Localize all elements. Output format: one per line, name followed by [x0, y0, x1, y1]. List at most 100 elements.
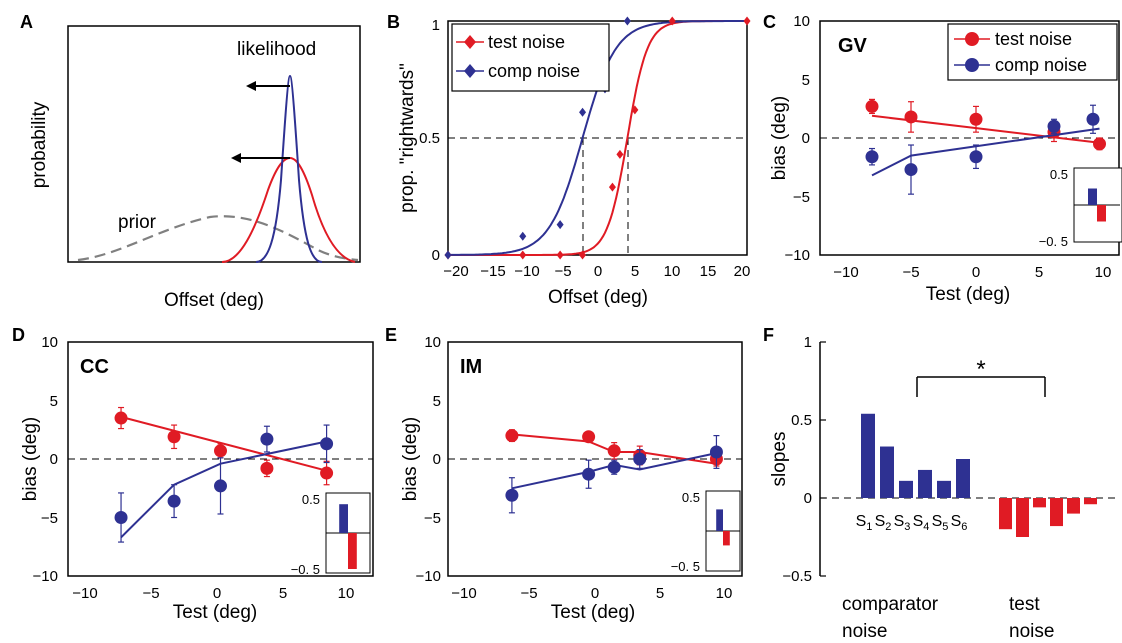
test-slope-bar	[1067, 498, 1080, 514]
test-noise-point	[631, 105, 639, 115]
e-xtick: −5	[520, 585, 537, 602]
b-ytick-05: 0.5	[419, 130, 440, 147]
comparator-slope-bar	[880, 446, 894, 498]
d-ytick-m10: −10	[33, 568, 58, 585]
panel-e: E IM 10 5 0 −5 −10 −10 −5 0 5 10 bias (d…	[385, 325, 743, 623]
inset-slope-bar	[348, 533, 357, 569]
panel-f: F 1 0.5 0 −0.5 slopes * S1 S2 S3 S4 S5 S…	[763, 325, 1119, 642]
comp-noise-point	[633, 452, 647, 466]
panel-b-xlabel: Offset (deg)	[548, 287, 648, 308]
subject-label-5: S5	[932, 513, 949, 533]
subject-label-3: S3	[894, 513, 911, 533]
e-ytick-m5: −5	[424, 510, 441, 527]
panel-d: D CC 10 5 0 −5 −10 −10 −5 0 5 10 bias (d…	[12, 325, 374, 623]
b-xtick-labels: −20 −15 −10 −5 0 5 10 15 20	[443, 263, 750, 280]
likelihood-label: likelihood	[237, 39, 316, 60]
comp-noise-point	[582, 467, 596, 481]
panel-c-legend: test noise comp noise	[947, 23, 1118, 81]
e-xtick: −10	[451, 585, 476, 602]
b-xtick: 0	[594, 263, 602, 280]
posterior-arrowhead-icon	[231, 153, 241, 163]
d-xtick: −10	[72, 585, 97, 602]
panel-c: C GV 10 5 0 −5 −10 −10 −5 0 5 10 bias (d…	[763, 12, 1122, 305]
test-slope-bar	[1084, 498, 1097, 505]
d-ytick-5: 5	[50, 393, 58, 410]
significance-star: *	[976, 356, 985, 383]
comp-noise-point	[1047, 119, 1061, 133]
c-xtick: 0	[972, 264, 980, 281]
c-ytick-m5: −5	[793, 189, 810, 206]
comp-noise-point	[320, 437, 334, 451]
test-noise-point	[167, 430, 181, 444]
panel-e-label: E	[385, 325, 397, 345]
test-noise-point	[519, 250, 527, 260]
panel-b: B 1 0.5 0 −20 −15 −10 −5 0 5 10 15 20 pr…	[387, 12, 751, 308]
comp-noise-point	[519, 231, 527, 241]
panel-f-label: F	[763, 325, 774, 345]
comparator-slope-bar	[918, 469, 932, 498]
b-legend-marker-comp	[464, 64, 476, 78]
group-label-comp-2: noise	[842, 621, 887, 642]
group-label-comp-1: comparator	[842, 594, 939, 615]
e-inset-tick-top: 0.5	[682, 490, 700, 505]
panel-a-ylabel: probability	[29, 101, 50, 188]
panel-b-label: B	[387, 12, 400, 32]
e-xtick: 5	[656, 585, 664, 602]
comp-noise-fit-line	[120, 440, 327, 539]
c-ytick-0: 0	[802, 130, 810, 147]
d-inset-tick-top: 0.5	[302, 492, 320, 507]
c-ytick-10: 10	[793, 13, 810, 30]
group-label-test-2: noise	[1009, 621, 1054, 642]
c-ytick-5: 5	[802, 72, 810, 89]
test-noise-point	[607, 444, 621, 458]
c-inset-bars	[1074, 188, 1120, 222]
b-xtick: 10	[664, 263, 681, 280]
comp-noise-point	[556, 220, 564, 230]
b-legend-text-test: test noise	[488, 32, 565, 52]
c-legend-marker-comp	[965, 58, 979, 72]
f-ytick-0: 0	[804, 490, 812, 507]
b-ytick-1: 1	[432, 17, 440, 34]
group-label-test-1: test	[1009, 594, 1040, 615]
e-data	[505, 429, 723, 514]
b-xtick: −20	[443, 263, 468, 280]
e-ytick-0: 0	[433, 451, 441, 468]
comp-noise-point	[607, 460, 621, 474]
c-legend-marker-test	[965, 32, 979, 46]
e-inset-bars	[706, 509, 740, 546]
b-ytick-0: 0	[432, 247, 440, 264]
f-ytick-m05: −0.5	[782, 568, 812, 585]
c-legend-text-comp: comp noise	[995, 55, 1087, 75]
c-ytick-m10: −10	[785, 247, 810, 264]
d-ytick-0: 0	[50, 451, 58, 468]
inset-slope-bar	[723, 531, 730, 546]
test-noise-point	[904, 110, 918, 124]
e-inset-tick-bottom: −0. 5	[671, 559, 700, 574]
panel-a-frame	[67, 25, 361, 263]
e-ytick-10: 10	[424, 334, 441, 351]
test-noise-point	[114, 411, 128, 425]
panel-d-xlabel: Test (deg)	[173, 602, 257, 623]
f-ytick-05: 0.5	[791, 412, 812, 429]
comp-noise-point	[505, 488, 519, 502]
d-subject: CC	[80, 356, 109, 378]
comp-noise-point	[1086, 112, 1100, 126]
panel-b-legend: test noise comp noise	[451, 23, 610, 92]
test-noise-point	[743, 16, 751, 26]
c-xtick: −5	[902, 264, 919, 281]
b-xtick: −5	[554, 263, 571, 280]
c-inset-tick-bottom: −0. 5	[1039, 234, 1068, 249]
f-ytick-1: 1	[804, 334, 812, 351]
e-xtick: 10	[716, 585, 733, 602]
prior-curve	[77, 215, 359, 262]
test-slope-bar	[1016, 498, 1029, 537]
e-ytick-m10: −10	[416, 568, 441, 585]
comparator-slope-bar	[956, 459, 970, 498]
inset-slope-bar	[339, 504, 348, 533]
c-xtick: −10	[833, 264, 858, 281]
c-xtick: 10	[1095, 264, 1112, 281]
panel-e-xlabel: Test (deg)	[551, 602, 635, 623]
panel-d-ylabel: bias (deg)	[20, 417, 41, 502]
e-subject: IM	[460, 356, 482, 378]
